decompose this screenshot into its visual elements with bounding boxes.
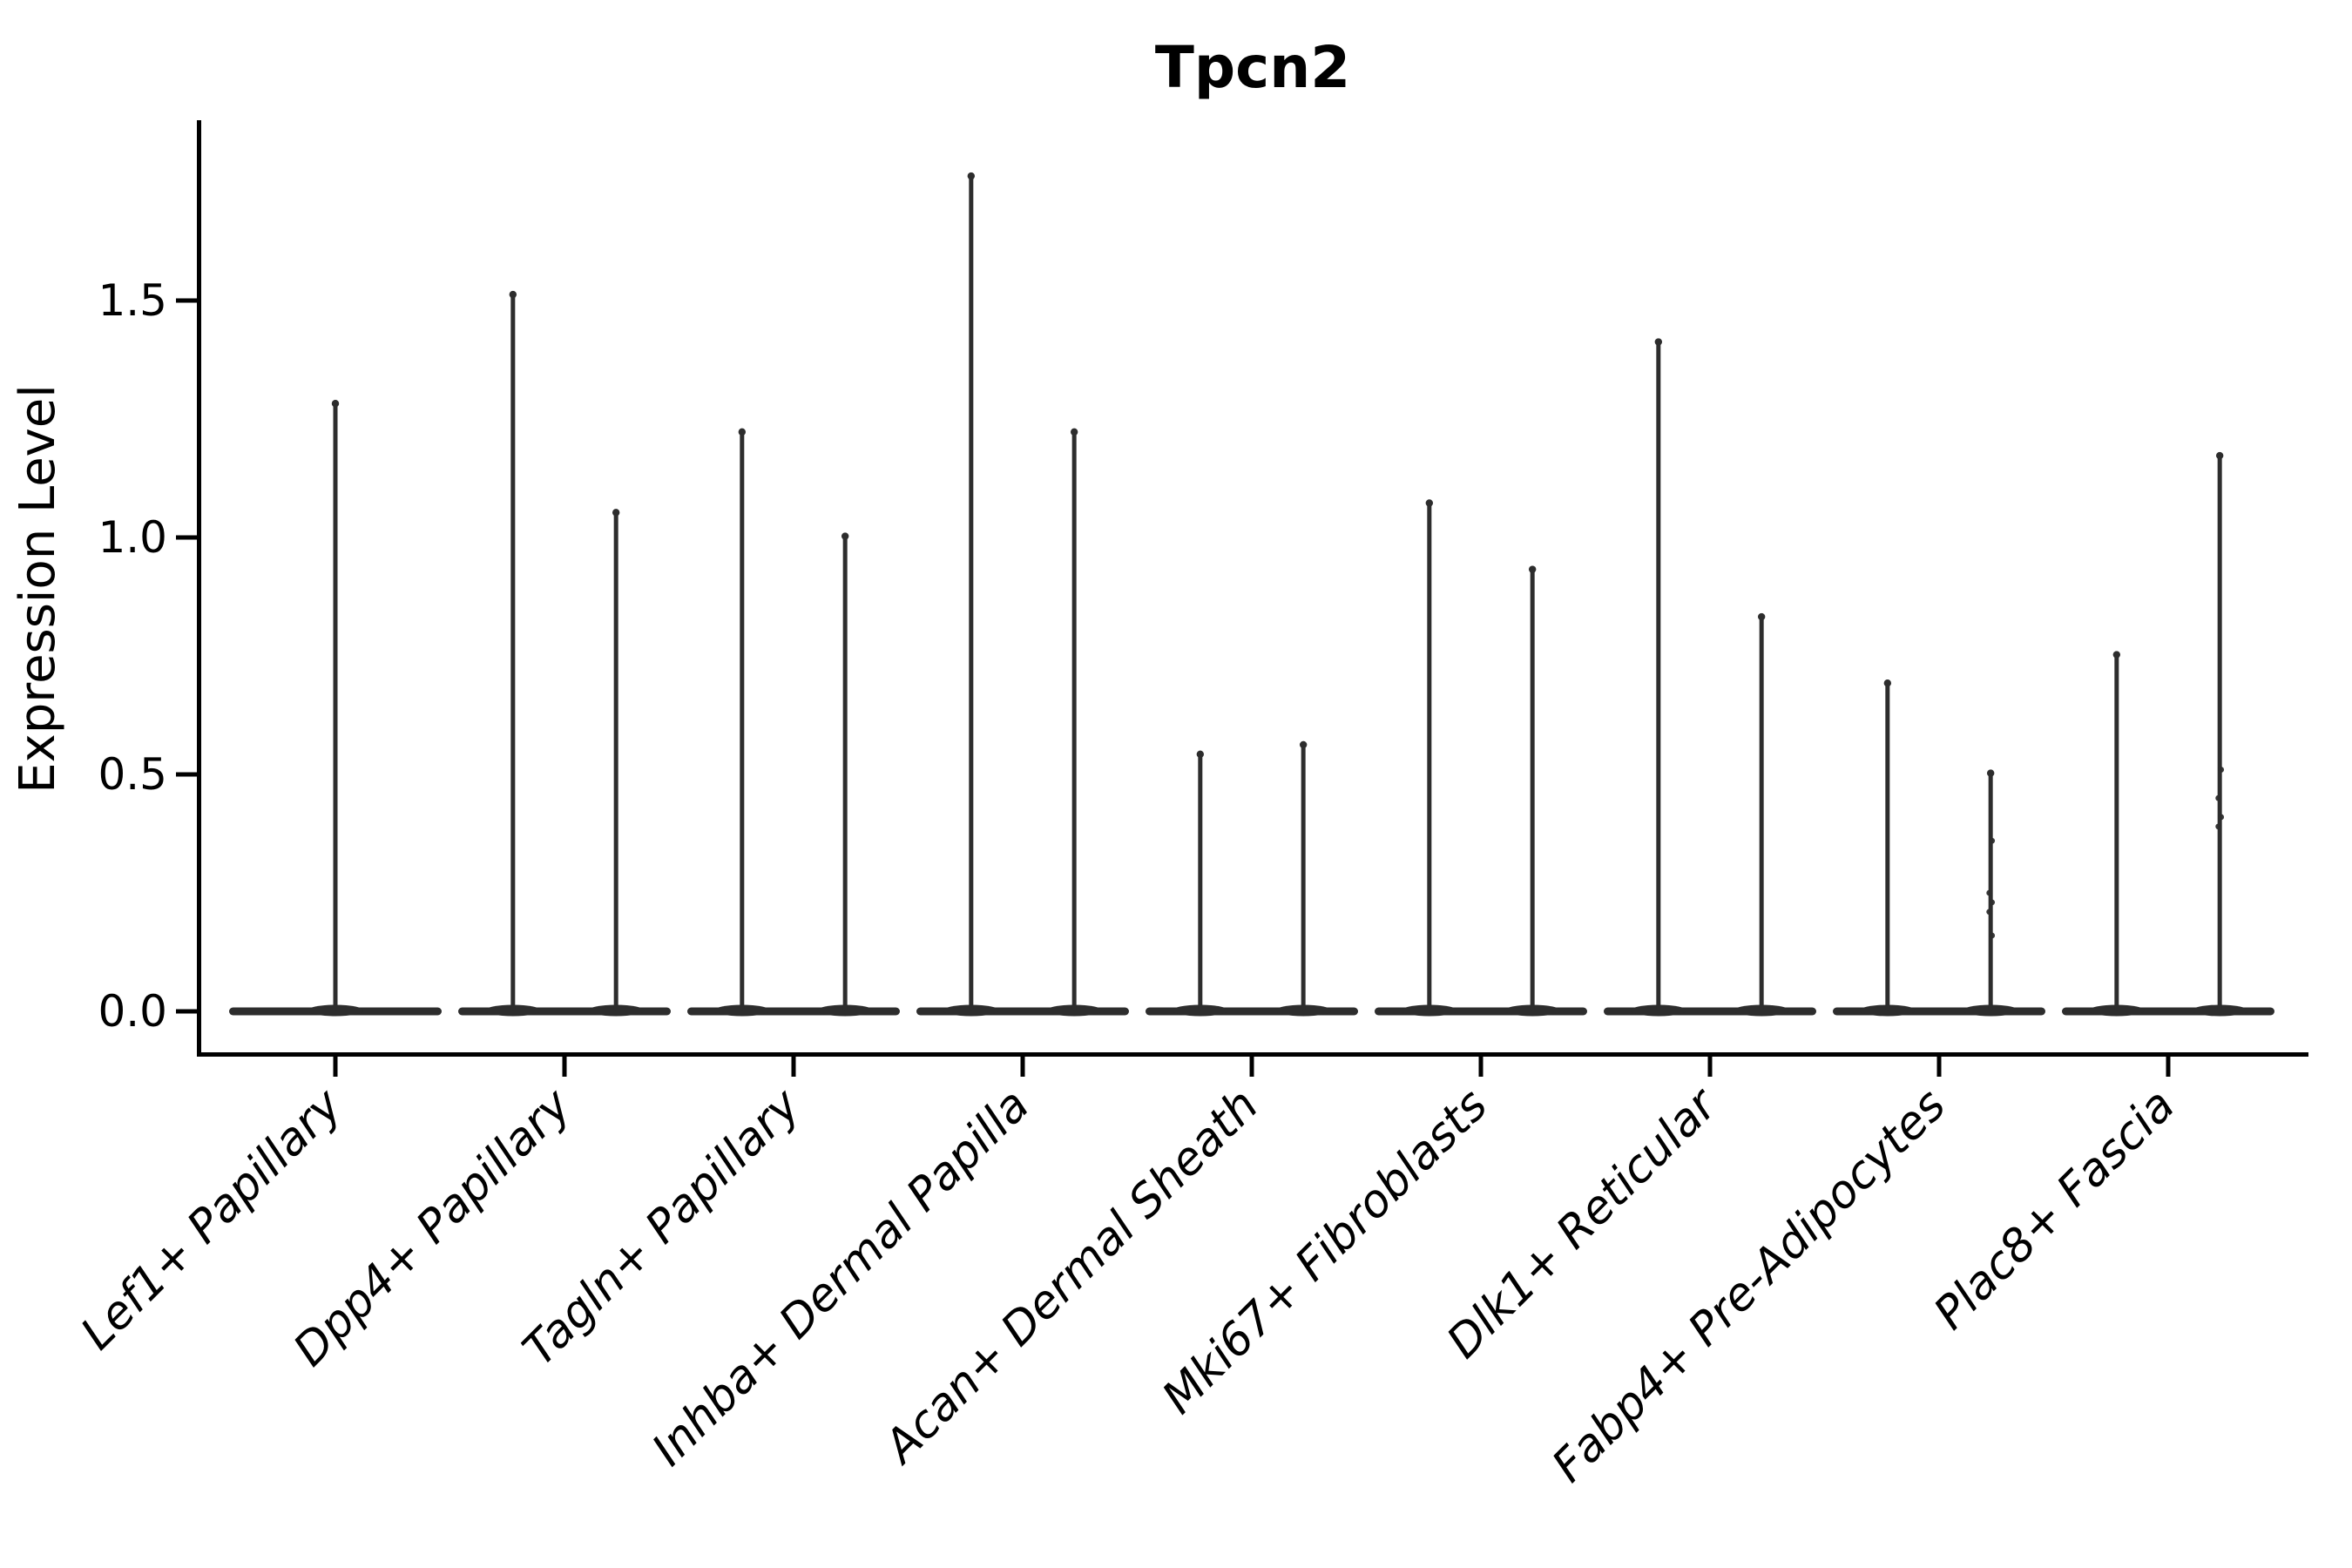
violin-spike [333,400,338,1011]
violin-spike-tip [331,400,340,408]
violin-spike-tip [2215,451,2224,460]
violin-spike-tip [1070,428,1078,436]
y-axis-label: Expression Level [10,384,66,794]
violin-spike-tip [1883,679,1892,687]
violin-spike [510,291,516,1011]
violin-category [1375,499,1587,1017]
cell-point [1986,909,1993,916]
violin-category [1146,740,1358,1017]
cell-point [2218,767,2225,773]
violin-spike-tip [967,172,976,180]
violin-spike [613,509,618,1011]
cell-point [2215,823,2222,830]
x-tick-mark [1478,1057,1484,1077]
chart-title: Tpcn2 [1155,34,1350,101]
cell-point [1989,932,1996,939]
violin-category [1833,679,2045,1017]
violin-spike [1530,565,1535,1011]
y-tick-label: 1.0 [98,512,167,563]
x-tick-mark [562,1057,567,1077]
violin-spike [969,172,974,1011]
x-tick-mark [791,1057,796,1077]
cell-point [2218,814,2225,821]
violin-spike-tip [1654,338,1663,346]
violin-category [229,400,442,1017]
violin-spike [1198,750,1203,1011]
violin-category [916,172,1129,1017]
x-tick-label: Acan+ Dermal Sheath [873,1079,1268,1475]
violin-spike [2114,651,2119,1011]
violin-spike [1301,740,1306,1011]
violin-spike [1656,338,1661,1011]
violin-spike-tip [2112,651,2121,659]
cell-point [1989,899,1996,906]
violins-group [229,172,2274,1017]
x-tick-label: Plac8+ Fascia [1924,1079,2185,1340]
violin-category [687,428,900,1017]
violin-spike [740,428,745,1011]
violin-spike [1885,679,1890,1011]
violin-spike [842,532,848,1011]
violin-spike-tip [1196,750,1205,758]
violin-spike [1427,499,1432,1011]
cell-point [1989,837,1996,844]
x-tick-mark [1020,1057,1025,1077]
y-tick-mark [176,535,197,540]
violin-spike [1071,428,1077,1011]
x-axis-spine [197,1052,2308,1057]
violin-spike-tip [841,532,849,540]
violin-spike [2217,452,2222,1011]
y-tick-label: 0.0 [98,986,167,1037]
y-axis: 0.0 0.5 1.0 1.5 [98,120,201,1057]
x-tick-mark [1249,1057,1254,1077]
violin-spike [1759,613,1764,1011]
cell-point [1986,889,1993,896]
x-tick-mark [1936,1057,1942,1077]
violin-category [2062,451,2274,1017]
violin-spike-tip [1528,565,1537,573]
violin-spike-tip [1986,769,1995,777]
x-tick-label: Fabp4+ Pre-Adipocytes [1543,1079,1957,1493]
x-tick-mark [2166,1057,2171,1077]
y-tick-mark [176,772,197,777]
x-tick-mark [1707,1057,1713,1077]
violin-spike-tip [1299,740,1308,749]
violin-category [458,290,671,1017]
violin-category [1604,338,1816,1017]
violin-spike-tip [1425,499,1434,507]
violin-spike-tip [509,290,517,299]
y-tick-label: 1.5 [98,275,167,326]
y-axis-spine [197,120,201,1057]
x-tick-label: Inhba+ Dermal Papilla [642,1079,1039,1477]
y-tick-mark [176,1009,197,1014]
violin-spike-tip [612,509,620,517]
x-tick-mark [333,1057,338,1077]
violin-spike-tip [738,428,747,436]
cell-point [2215,794,2222,801]
y-tick-mark [176,298,197,303]
violin-spike-tip [1757,612,1766,621]
y-tick-label: 0.5 [98,749,167,800]
